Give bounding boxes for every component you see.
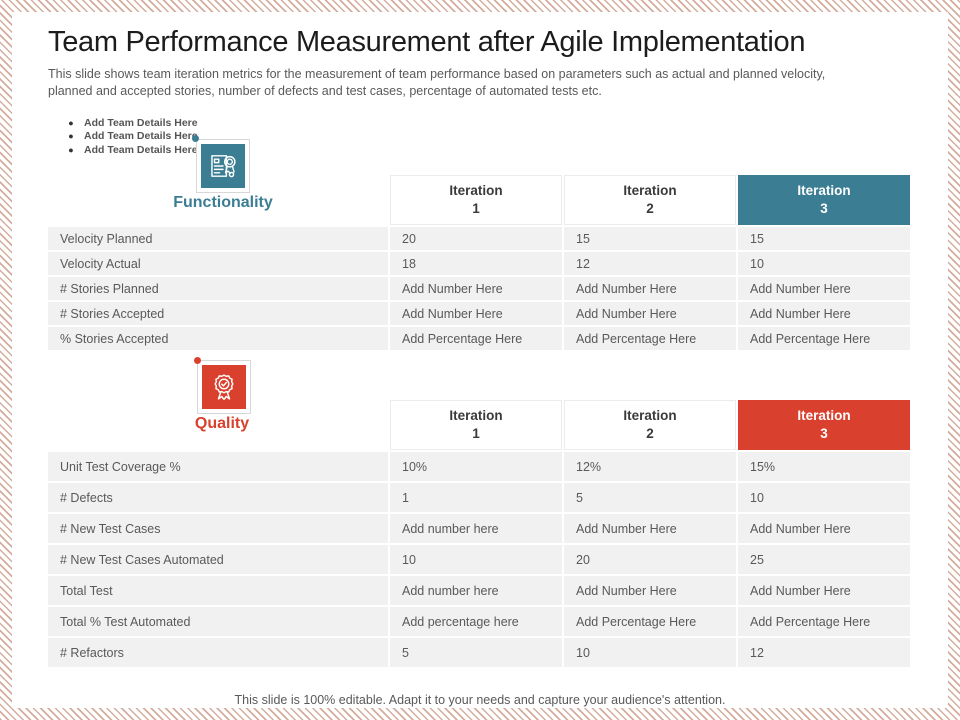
header-number: 1: [472, 201, 480, 216]
cell-value: 15: [738, 227, 910, 250]
bullet-text: Add Team Details Here: [84, 130, 198, 143]
row-label: Velocity Planned: [48, 227, 388, 250]
cell-value: 5: [564, 483, 736, 512]
header-number: 3: [820, 201, 828, 216]
cell-value: 25: [738, 545, 910, 574]
header-word: Iteration: [449, 408, 503, 424]
slide-description: This slide shows team iteration metrics …: [48, 67, 826, 98]
cell-value: 15: [564, 227, 736, 250]
placeholder-cell[interactable]: Add Number Here: [738, 302, 910, 325]
cell-value: 12%: [564, 452, 736, 481]
placeholder-cell[interactable]: Add Number Here: [738, 277, 910, 300]
row-label: # Refactors: [48, 638, 388, 667]
row-label: # Stories Planned: [48, 277, 388, 300]
quality-table: Iteration 1 Iteration 2 Iteration 3 Unit Te…: [48, 400, 910, 667]
header-word: Iteration: [449, 183, 503, 199]
quality-label: Quality: [194, 415, 250, 432]
row-label: Unit Test Coverage %: [48, 452, 388, 481]
bullet-text: Add Team Details Here: [84, 116, 198, 129]
header-word: Iteration: [797, 183, 851, 199]
header-number: 2: [646, 201, 654, 216]
placeholder-cell[interactable]: Add Percentage Here: [738, 607, 910, 636]
team-details-bullet[interactable]: ● Add Team Details Here: [58, 116, 198, 130]
iteration-2-header: Iteration 2: [564, 400, 736, 450]
bullet-dot-icon: ●: [68, 117, 74, 128]
cell-value: 20: [564, 545, 736, 574]
document-badge-icon: [201, 144, 245, 188]
cell-value: 10: [738, 483, 910, 512]
functionality-table: Iteration 1 Iteration 2 Iteration 3 Velocit…: [48, 175, 910, 350]
row-label: # Defects: [48, 483, 388, 512]
functionality-label: Functionality: [173, 194, 273, 211]
slide-footer-note: This slide is 100% editable. Adapt it to…: [234, 693, 726, 707]
cell-value: 5: [390, 638, 562, 667]
cell-value: 18: [390, 252, 562, 275]
award-ribbon-icon: [202, 365, 246, 409]
header-word: Iteration: [623, 408, 677, 424]
team-details-list: ● Add Team Details Here ● Add Team Details…: [58, 116, 198, 157]
placeholder-cell[interactable]: Add Number Here: [390, 302, 562, 325]
row-label: # New Test Cases: [48, 514, 388, 543]
table-corner-cell: [48, 175, 388, 225]
row-label: # New Test Cases Automated: [48, 545, 388, 574]
row-label: Total % Test Automated: [48, 607, 388, 636]
cell-value: 20: [390, 227, 562, 250]
cell-value: 10%: [390, 452, 562, 481]
slide-content-area: Team Performance Measurement after Agile…: [12, 12, 948, 708]
anchor-dot: [194, 357, 201, 364]
row-label: Velocity Actual: [48, 252, 388, 275]
placeholder-cell[interactable]: Add Number Here: [564, 576, 736, 605]
table-corner-cell: [48, 400, 388, 450]
team-details-bullet[interactable]: ● Add Team Details Here: [58, 130, 198, 144]
header-number: 2: [646, 426, 654, 441]
placeholder-cell[interactable]: Add Percentage Here: [564, 327, 736, 350]
header-number: 1: [472, 426, 480, 441]
row-label: # Stories Accepted: [48, 302, 388, 325]
cell-value: 15%: [738, 452, 910, 481]
slide-title: Team Performance Measurement after Agile…: [48, 26, 806, 58]
header-word: Iteration: [797, 408, 851, 424]
header-number: 3: [820, 426, 828, 441]
placeholder-cell[interactable]: Add number here: [390, 514, 562, 543]
cell-value: 10: [738, 252, 910, 275]
cell-value: 12: [564, 252, 736, 275]
placeholder-cell[interactable]: Add Percentage Here: [564, 607, 736, 636]
row-label: % Stories Accepted: [48, 327, 388, 350]
iteration-1-header: Iteration 1: [390, 175, 562, 225]
placeholder-cell[interactable]: Add Number Here: [564, 514, 736, 543]
cell-value: 10: [564, 638, 736, 667]
anchor-dot: [192, 135, 199, 142]
placeholder-cell[interactable]: Add Number Here: [390, 277, 562, 300]
placeholder-cell[interactable]: Add Number Here: [564, 277, 736, 300]
placeholder-cell[interactable]: Add Number Here: [738, 514, 910, 543]
bullet-dot-icon: ●: [68, 131, 74, 142]
team-details-bullet[interactable]: ● Add Team Details Here: [58, 143, 198, 157]
placeholder-cell[interactable]: Add percentage here: [390, 607, 562, 636]
functionality-icon-box: [196, 139, 250, 193]
iteration-1-header: Iteration 1: [390, 400, 562, 450]
quality-icon-box: [197, 360, 251, 414]
placeholder-cell[interactable]: Add Percentage Here: [738, 327, 910, 350]
bullet-text: Add Team Details Here: [84, 143, 198, 156]
bullet-dot-icon: ●: [68, 144, 74, 155]
cell-value: 12: [738, 638, 910, 667]
placeholder-cell[interactable]: Add Number Here: [738, 576, 910, 605]
header-word: Iteration: [623, 183, 677, 199]
iteration-2-header: Iteration 2: [564, 175, 736, 225]
cell-value: 1: [390, 483, 562, 512]
placeholder-cell[interactable]: Add Number Here: [564, 302, 736, 325]
placeholder-cell[interactable]: Add Percentage Here: [390, 327, 562, 350]
placeholder-cell[interactable]: Add number here: [390, 576, 562, 605]
iteration-3-header: Iteration 3: [738, 175, 910, 225]
cell-value: 10: [390, 545, 562, 574]
iteration-3-header: Iteration 3: [738, 400, 910, 450]
row-label: Total Test: [48, 576, 388, 605]
